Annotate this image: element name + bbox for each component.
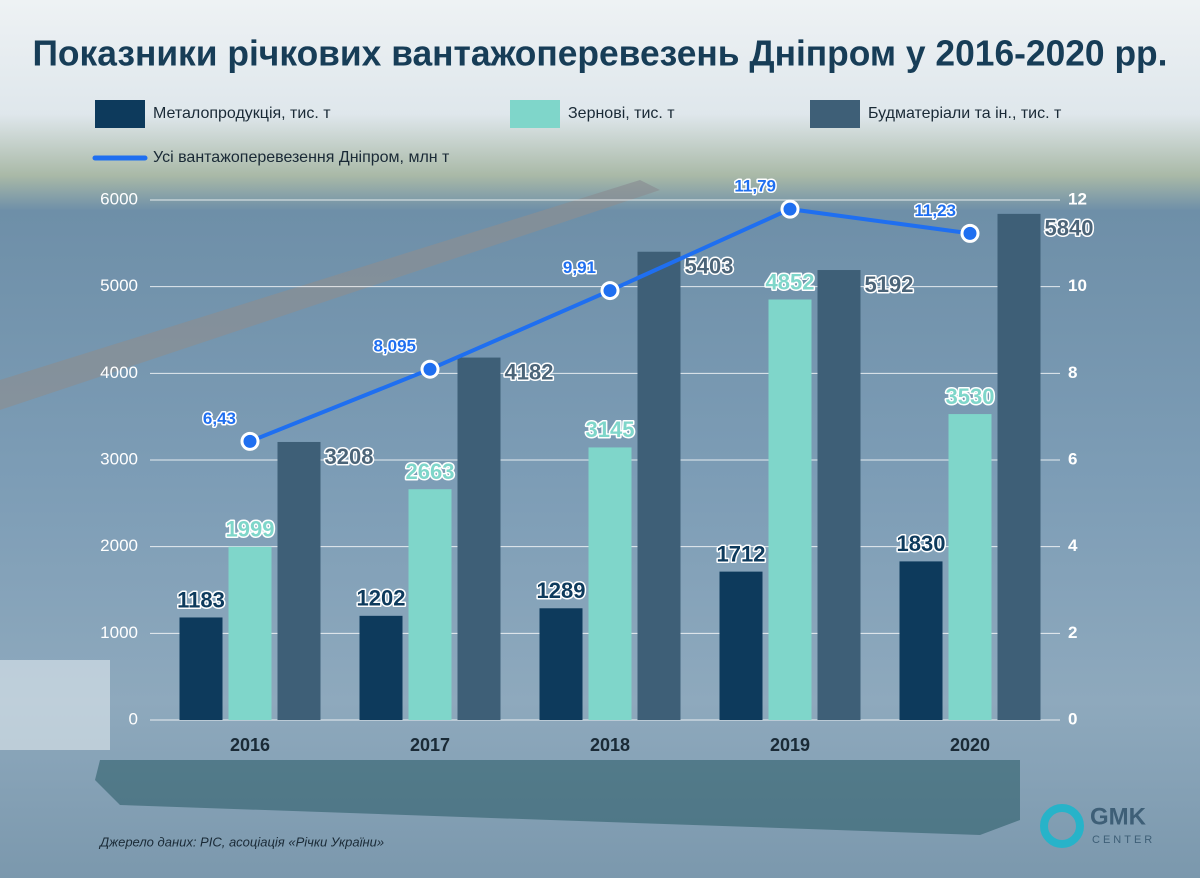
y-tick-label: 6000 [100, 189, 138, 208]
logo-icon [1040, 804, 1084, 848]
y2-tick-label: 8 [1068, 363, 1077, 382]
data-label: 4182 [505, 359, 554, 384]
x-tick-label: 2018 [590, 735, 630, 755]
line-point [420, 359, 440, 379]
bar [899, 561, 943, 720]
legend-label: Будматеріали та ін., тис. т [868, 105, 1062, 122]
data-label: 5403 [685, 254, 734, 279]
data-label: 1183 [177, 587, 225, 612]
line-label: 11,23 [914, 201, 956, 220]
data-label: 1289 [537, 578, 586, 603]
line-point [960, 223, 980, 243]
y-tick-label: 0 [129, 709, 138, 728]
line-label: 11,79 [734, 177, 776, 196]
y2-tick-label: 2 [1068, 623, 1077, 642]
data-label: 4852 [766, 269, 815, 294]
bar [588, 447, 632, 720]
legend-label: Усі вантажоперевезення Дніпром, млн т [153, 149, 450, 166]
line-point [600, 281, 620, 301]
line-label: 9,91 [563, 258, 596, 277]
line-point [780, 199, 800, 219]
bridge [0, 180, 660, 410]
data-label: 5192 [865, 272, 914, 297]
y2-tick-label: 10 [1068, 276, 1087, 295]
data-label: 3145 [586, 417, 635, 442]
y2-tick-label: 12 [1068, 189, 1087, 208]
data-label: 1999 [226, 517, 275, 542]
legend-swatch [95, 100, 145, 128]
bar [637, 251, 681, 721]
bar [359, 615, 403, 720]
bar [817, 270, 861, 720]
logo-text: GMK [1090, 803, 1147, 830]
barge [95, 760, 1020, 835]
x-tick-label: 2016 [230, 735, 270, 755]
y2-tick-label: 6 [1068, 449, 1077, 468]
legend-label: Зернові, тис. т [568, 105, 675, 122]
x-tick-label: 2019 [770, 735, 810, 755]
y-tick-label: 4000 [100, 363, 138, 382]
legend-label: Металопродукція, тис. т [153, 105, 331, 122]
x-tick-label: 2020 [950, 735, 990, 755]
bar [539, 608, 583, 720]
bar [457, 357, 501, 720]
x-tick-label: 2017 [410, 735, 450, 755]
line-label: 8,095 [373, 337, 416, 356]
bar [179, 617, 223, 720]
data-label: 1830 [897, 531, 946, 556]
y-tick-label: 3000 [100, 449, 138, 468]
chart-title: Показники річкових вантажоперевезень Дні… [33, 33, 1168, 74]
data-label: 5840 [1045, 216, 1094, 241]
bar [277, 441, 321, 720]
y-tick-label: 1000 [100, 623, 138, 642]
y2-tick-label: 4 [1068, 536, 1078, 555]
tug [0, 660, 110, 750]
source-note: Джерело даних: PIC, асоціація «Річки Укр… [98, 834, 384, 849]
line-label: 6,43 [203, 409, 236, 428]
bar [228, 546, 272, 720]
legend-swatch [510, 100, 560, 128]
legend-swatch [810, 100, 860, 128]
data-label: 2663 [406, 459, 455, 484]
data-label: 3530 [946, 384, 995, 409]
y-tick-label: 2000 [100, 536, 138, 555]
data-label: 1712 [717, 541, 766, 566]
bar [948, 414, 992, 720]
logo-subtext: CENTER [1092, 834, 1155, 846]
y2-tick-label: 0 [1068, 709, 1077, 728]
data-label: 3208 [325, 444, 374, 469]
bar [719, 571, 763, 720]
line-point [240, 431, 260, 451]
bar [408, 489, 452, 720]
bar [997, 213, 1041, 720]
data-label: 1202 [357, 586, 406, 611]
y-tick-label: 5000 [100, 276, 138, 295]
bar [768, 299, 812, 720]
